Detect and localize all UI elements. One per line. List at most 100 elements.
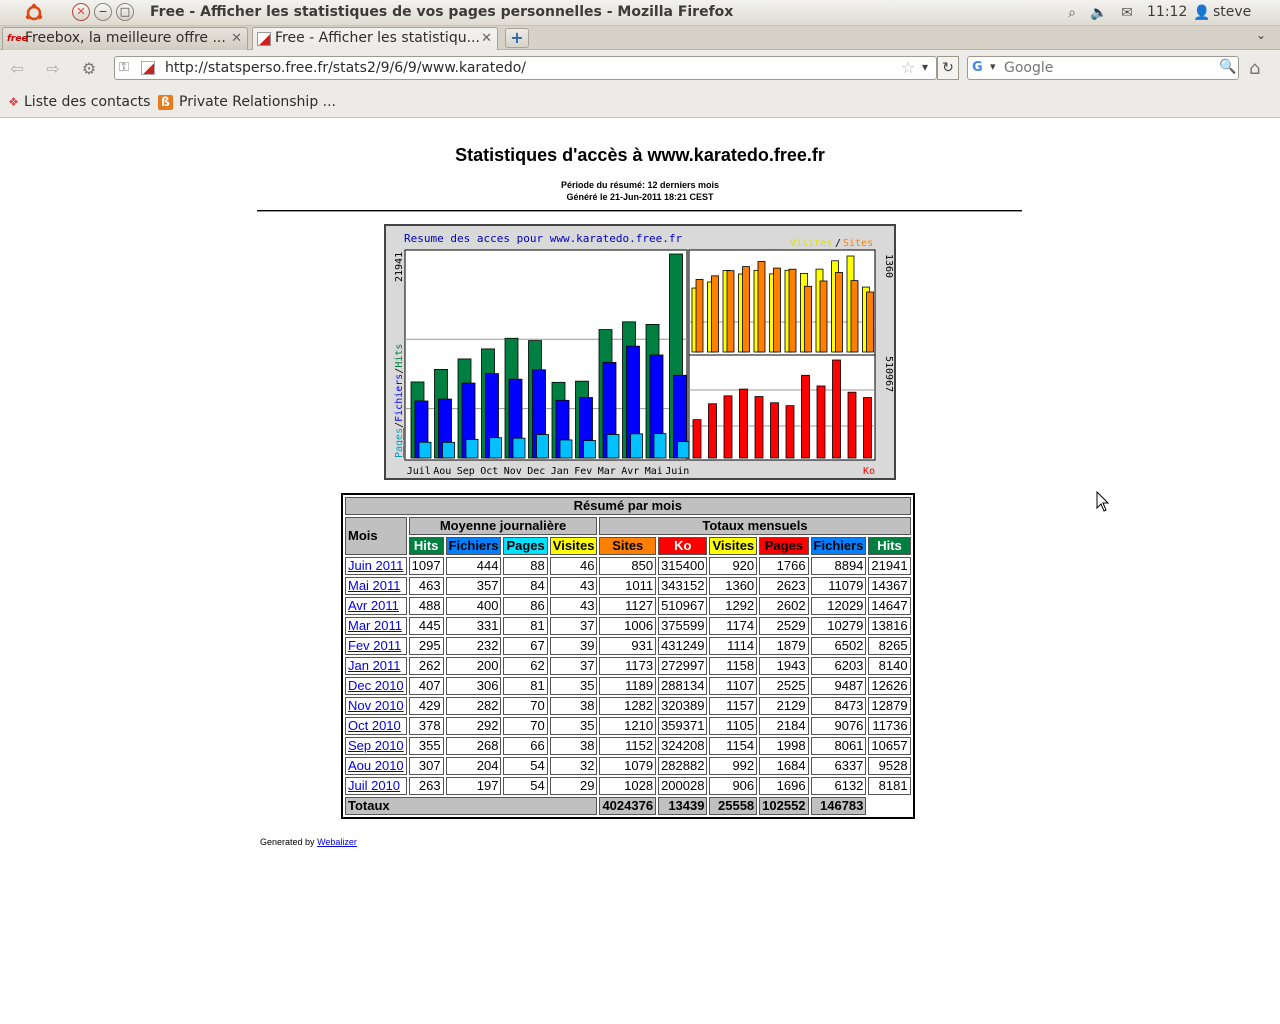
legend-sites: Sites [843,238,873,249]
month-cell: Nov 2010 [345,697,407,715]
left-ymax-label: 21941 [394,252,405,282]
clock[interactable]: 11:12 [1147,4,1188,20]
bar-sites-fev [804,285,812,353]
col-header-fichiers: Fichiers [810,537,867,555]
month-cell: Sep 2010 [345,737,407,755]
tab-free-stats[interactable]: Free - Afficher les statistiqu... ✕ [252,27,498,50]
value-cell: 378 [408,717,444,735]
bookmark-private-relationship[interactable]: ß Private Relationship ... [158,94,336,110]
month-link[interactable]: Oct 2010 [348,718,401,733]
google-icon[interactable]: G [972,60,983,75]
volume-icon[interactable]: 🔈 [1090,5,1108,21]
value-cell: 70 [503,697,548,715]
url-text[interactable]: http://statsperso.free.fr/stats2/9/6/9/w… [165,60,527,76]
table-caption: Résumé par mois [345,497,911,515]
history-icon[interactable]: ⚙ [81,59,97,78]
search-icon[interactable]: ⌕ [1068,5,1076,21]
url-bar[interactable]: ⚿ http://statsperso.free.fr/stats2/9/6/9… [114,56,937,80]
table-row: Fev 2011 295 232 67 39 931 431249 1114 1879 6502 8… [345,637,911,655]
value-cell: 1766 [759,557,809,575]
month-cell: Juin 2011 [345,557,407,575]
month-link[interactable]: Nov 2010 [348,698,404,713]
month-link[interactable]: Juin 2011 [348,558,404,573]
x-tick-label: Dec [527,466,545,477]
key-icon[interactable]: ⚿ [119,60,129,75]
back-button[interactable]: ⇦ [10,59,24,78]
month-link[interactable]: Mar 2011 [348,618,402,633]
table-row: Juil 2010 263 197 54 29 1028 200028 906 1696 6132… [345,777,911,795]
value-cell: 1097 [408,557,444,575]
value-cell: 445 [408,617,444,635]
value-cell: 2623 [759,577,809,595]
value-cell: 306 [445,677,502,695]
axis-label-part: Pages [394,428,405,458]
value-cell: 307 [408,757,444,775]
value-cell: 32 [549,757,598,775]
webalizer-link[interactable]: Webalizer [317,837,357,847]
home-icon[interactable]: ⌂ [1249,58,1261,79]
value-cell: 37 [549,657,598,675]
top-right-ymax-label: 1360 [883,254,894,278]
os-top-panel: ✕ − □ Free - Afficher les statistiques d… [0,0,1280,26]
bookmark-contacts[interactable]: ❖ Liste des contacts [6,94,150,110]
col-header-sites: Sites [599,537,657,555]
search-input[interactable] [1004,59,1214,77]
month-link[interactable]: Avr 2011 [348,598,399,613]
bar-pages-mai [653,433,667,459]
star-icon[interactable]: ☆ [901,58,916,77]
mail-icon[interactable]: ✉ [1121,5,1133,21]
month-link[interactable]: Fev 2011 [348,638,402,653]
value-cell: 324208 [658,737,708,755]
bar-pages-oct [489,437,502,459]
value-cell: 1158 [709,657,758,675]
tab-close-icon[interactable]: ✕ [481,31,492,46]
value-cell: 2602 [759,597,809,615]
value-cell: 429 [408,697,444,715]
value-cell: 463 [408,577,444,595]
window-minimize-button[interactable]: − [94,3,112,21]
ubuntu-logo-icon[interactable] [24,3,44,23]
monthly-totals-header: Totaux mensuels [599,517,911,535]
value-cell: 81 [503,677,548,695]
month-link[interactable]: Juil 2010 [348,778,401,793]
value-cell: 992 [709,757,758,775]
value-cell: 331 [445,617,502,635]
value-cell: 359371 [658,717,708,735]
value-cell: 2529 [759,617,809,635]
tab-freebox[interactable]: free Freebox, la meilleure offre ... ✕ [2,27,248,50]
axis-label-part: Hits [394,344,405,368]
month-cell: Dec 2010 [345,677,407,695]
user-icon[interactable]: 👤 [1193,5,1211,21]
bar-ko-mar [816,385,826,459]
month-link[interactable]: Sep 2010 [348,738,404,753]
value-cell: 1696 [759,777,809,795]
month-link[interactable]: Jan 2011 [348,658,401,673]
value-cell: 1114 [709,637,758,655]
chevron-down-icon[interactable]: ⌄ [1256,28,1267,42]
forward-button[interactable]: ⇨ [46,59,60,78]
month-link[interactable]: Aou 2010 [348,758,404,773]
value-cell: 9076 [810,717,867,735]
month-link[interactable]: Mai 2011 [348,578,401,593]
chevron-down-icon[interactable]: ▾ [990,60,996,73]
reload-button[interactable]: ↻ [937,56,959,80]
value-cell: 8894 [810,557,867,575]
tab-label: Freebox, la meilleure offre ... [25,30,226,46]
window-maximize-button[interactable]: □ [116,3,134,21]
search-bar[interactable]: G ▾ 🔍 [967,56,1239,80]
horizontal-rule [257,210,1022,212]
new-tab-button[interactable]: + [505,28,529,48]
tab-close-icon[interactable]: ✕ [231,31,242,46]
value-cell: 510967 [658,597,708,615]
month-link[interactable]: Dec 2010 [348,678,404,693]
table-row: Juin 2011 1097 444 88 46 850 315400 920 1766 8894… [345,557,911,575]
user-name[interactable]: steve [1213,4,1252,20]
month-cell: Fev 2011 [345,637,407,655]
bar-pages-avr [630,433,643,459]
window-close-button[interactable]: ✕ [72,3,90,21]
magnifier-icon[interactable]: 🔍 [1219,59,1237,75]
value-cell: 431249 [658,637,708,655]
value-cell: 200 [445,657,502,675]
chevron-down-icon[interactable]: ▾ [922,60,929,74]
legend-separator: / [835,238,841,249]
